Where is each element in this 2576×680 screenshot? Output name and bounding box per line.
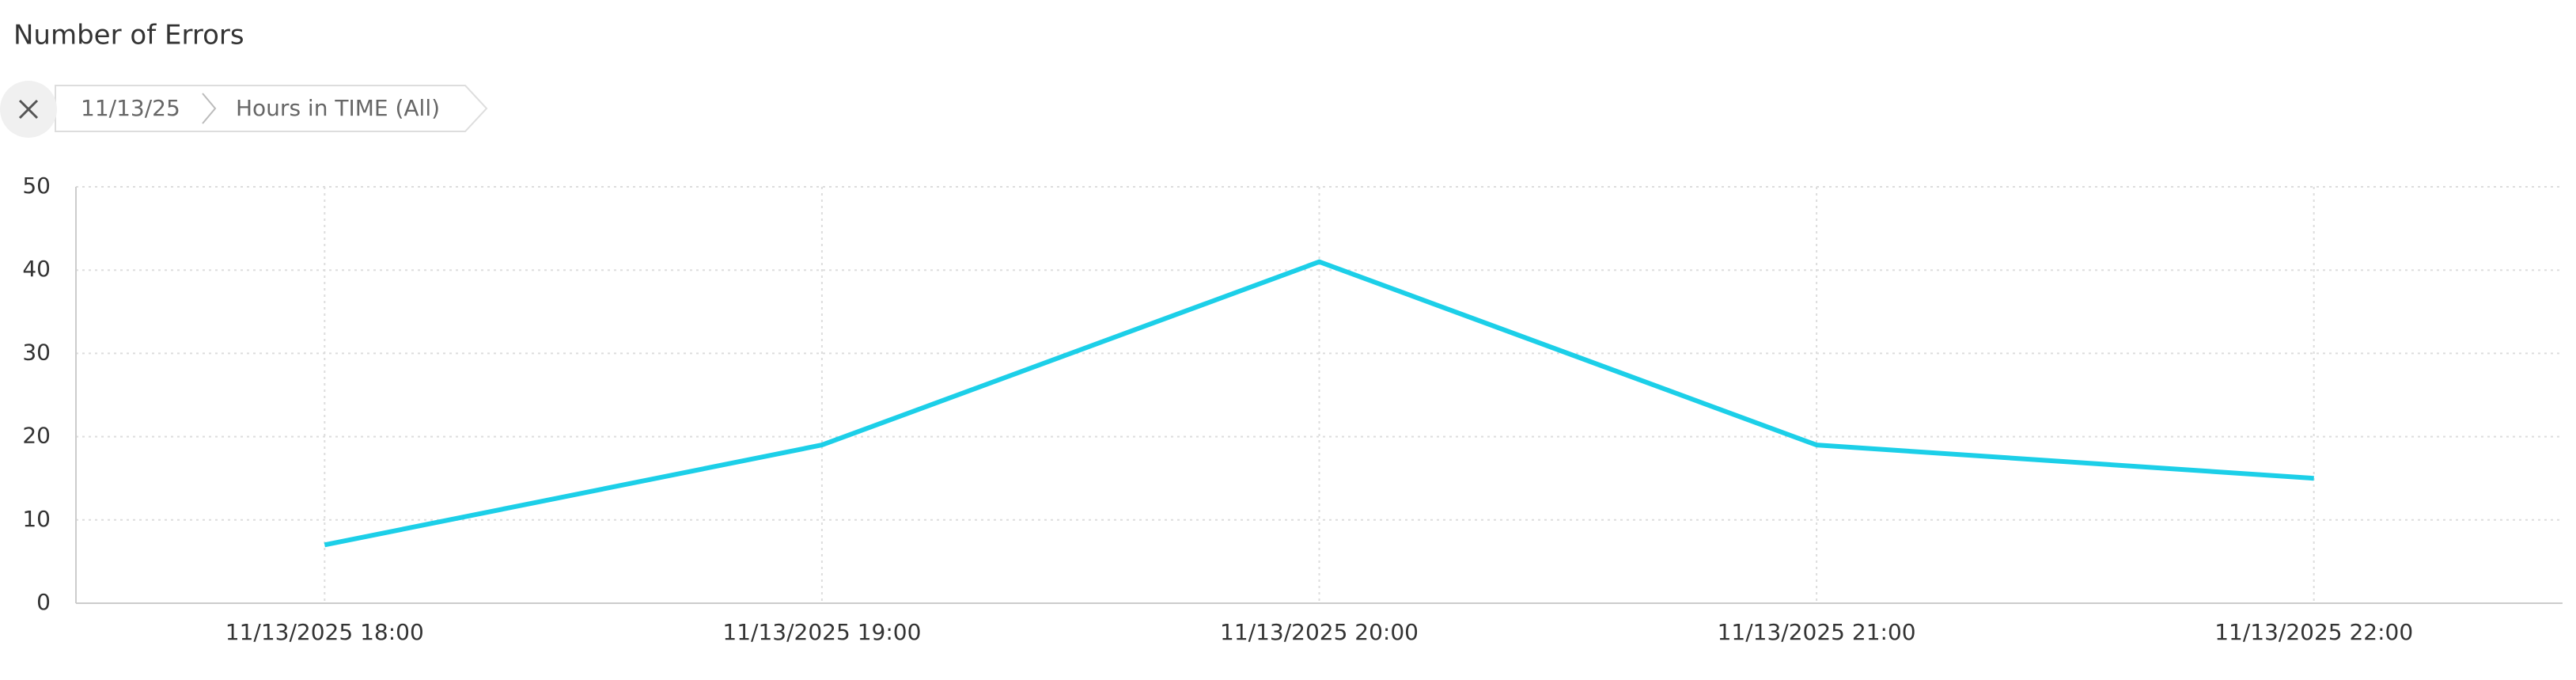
x-tick-label: 11/13/2025 22:00 [2214, 619, 2413, 645]
breadcrumb-bar [55, 85, 488, 132]
x-tick-label: 11/13/2025 20:00 [1220, 619, 1419, 645]
y-tick-label: 40 [22, 256, 51, 282]
chart-title: Number of Errors [13, 20, 244, 51]
x-tick-label: 11/13/2025 21:00 [1718, 619, 1916, 645]
clear-icon [18, 99, 39, 120]
y-tick-label: 20 [22, 423, 51, 449]
breadcrumb-separator [202, 93, 217, 124]
y-tick-label: 10 [22, 506, 51, 532]
breadcrumb-item[interactable]: 11/13/25 [81, 95, 180, 121]
y-tick-label: 30 [22, 339, 51, 365]
x-tick-label: 11/13/2025 18:00 [225, 619, 424, 645]
breadcrumb-item[interactable]: Hours in TIME (All) [236, 95, 440, 121]
y-tick-label: 0 [36, 589, 51, 615]
line [324, 259, 2314, 548]
y-tick-label: 50 [22, 173, 51, 199]
x-tick-label: 11/13/2025 19:00 [722, 619, 921, 645]
